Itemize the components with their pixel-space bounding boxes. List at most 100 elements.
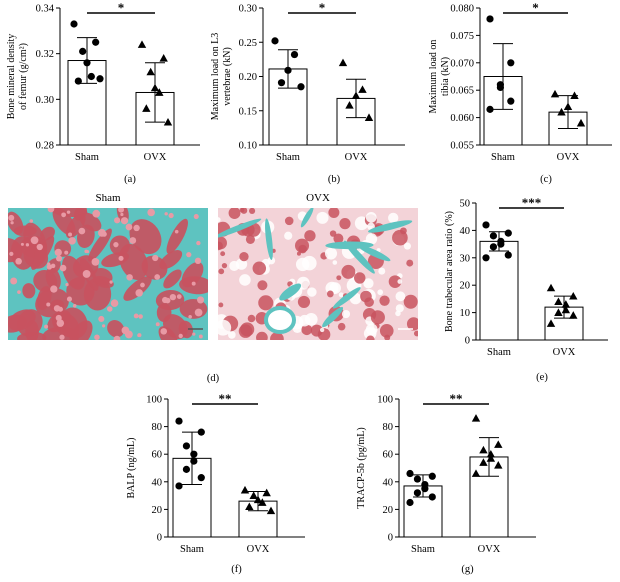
marrow-cell <box>337 322 346 331</box>
data-point-sham <box>197 474 205 482</box>
category-label: Sham <box>411 544 435 555</box>
y-tick-label: 0 <box>465 336 470 347</box>
cell-dot <box>188 315 192 319</box>
trabecula <box>368 220 413 233</box>
marrow-cell <box>329 282 341 294</box>
marrow-cell <box>388 212 399 224</box>
chart-f: 0 20 40 60 80 100 BALP (ng/mL) Sham OVX ** (f) <box>126 391 305 575</box>
cell-dot <box>164 212 168 216</box>
data-point-sham <box>406 498 414 507</box>
marrow-cell <box>218 302 224 308</box>
marrow-cell <box>354 272 366 284</box>
marrow-cell <box>377 289 384 296</box>
cell-dot <box>68 237 76 245</box>
data-point-ovx <box>471 469 481 477</box>
y-tick-label: 0.080 <box>450 4 474 15</box>
cell-dot <box>102 324 106 328</box>
cell-dot <box>66 296 73 302</box>
data-point-sham <box>486 15 494 23</box>
panel-label-b: (b) <box>328 174 341 185</box>
trabecula <box>322 307 344 328</box>
chart-g: 0 20 40 60 80 100 TRACP-5b (pg/mL) Sham OVX ** (g) <box>356 391 536 575</box>
cell-dot <box>91 258 100 266</box>
marrow-cell <box>218 268 225 275</box>
chart-c: 0.055 0.060 0.065 0.070 0.075 0.080 Maximum lo… <box>428 0 612 185</box>
data-point-ovx <box>159 54 168 62</box>
marrow-region <box>163 269 182 289</box>
data-point-ovx <box>554 297 563 305</box>
marrow-cell <box>218 236 227 250</box>
y-axis-label: BALP (ng/mL) <box>126 437 137 498</box>
trabecula <box>332 287 361 309</box>
cell-dot <box>137 333 141 338</box>
cell-dot <box>59 334 65 340</box>
data-point-sham <box>504 251 512 259</box>
marrow-cell <box>403 294 418 309</box>
data-point-ovx <box>146 67 155 76</box>
histology-panel: Sham OVX (d) <box>8 192 418 384</box>
cell-dot <box>101 231 107 237</box>
data-point-sham <box>284 66 292 74</box>
marrow-cell <box>366 335 375 340</box>
marrow-cell <box>332 260 338 265</box>
data-point-ovx <box>240 485 250 494</box>
cell-dot <box>114 217 121 224</box>
category-label: OVX <box>553 347 576 358</box>
marrow-cell <box>329 230 337 237</box>
data-point-ovx <box>494 461 503 469</box>
marrow-cell <box>296 251 301 256</box>
data-point-sham <box>83 59 91 67</box>
cell-dot <box>174 229 179 234</box>
marrow-region <box>59 307 88 339</box>
marrow-cell <box>228 208 241 219</box>
cell-dot <box>168 212 174 219</box>
category-label: OVX <box>478 544 501 555</box>
trabecula <box>265 218 273 260</box>
chart-b: 0.10 0.15 0.20 0.25 0.30 Maximum load on L3 ve… <box>210 0 405 185</box>
cell-dot <box>92 209 101 218</box>
cell-dot <box>44 324 49 329</box>
marrow-region <box>40 226 55 241</box>
data-point-ovx <box>486 450 496 458</box>
cell-dot <box>193 213 199 220</box>
data-point-ovx <box>163 117 173 126</box>
cell-dot <box>140 282 145 288</box>
data-point-ovx <box>142 104 151 112</box>
data-point-ovx <box>486 454 496 462</box>
data-point-ovx <box>554 308 563 316</box>
cell-dot <box>110 299 119 307</box>
marrow-cell <box>228 331 236 339</box>
y-axis-label: tibia (kN) <box>440 57 451 96</box>
marrow-cell <box>301 324 313 336</box>
cell-dot <box>126 274 133 281</box>
data-point-sham <box>507 97 515 105</box>
category-label: Sham <box>75 152 99 163</box>
cell-dot <box>30 236 39 245</box>
marrow-cell <box>247 314 256 323</box>
data-point-sham <box>197 428 205 436</box>
cell-dot <box>72 303 77 308</box>
panel-label-a: (a) <box>124 174 136 185</box>
marrow-cell <box>319 327 325 333</box>
marrow-region <box>109 235 130 256</box>
cell-dot <box>133 224 140 232</box>
data-point-ovx <box>345 101 354 109</box>
y-tick-label: 0.32 <box>36 49 54 60</box>
cell-dot <box>194 257 202 265</box>
image-title-sham: Sham <box>95 192 121 204</box>
y-tick-label: 10 <box>460 308 471 319</box>
data-point-sham <box>489 243 498 251</box>
panel-label-d: (d) <box>207 373 220 384</box>
cell-dot <box>25 243 30 247</box>
y-axis-label: TRACP-5b (pg/mL) <box>356 427 367 508</box>
data-point-ovx <box>550 89 560 98</box>
significance-stars: ** <box>219 391 232 406</box>
y-tick-label: 0.28 <box>36 141 54 152</box>
y-axis-label: Bone mineral density <box>6 34 17 120</box>
y-tick-label: 0.065 <box>450 86 474 97</box>
data-point-sham <box>175 482 183 490</box>
cell-dot <box>47 262 51 266</box>
data-point-sham <box>507 59 515 67</box>
marrow-cell <box>258 295 274 311</box>
